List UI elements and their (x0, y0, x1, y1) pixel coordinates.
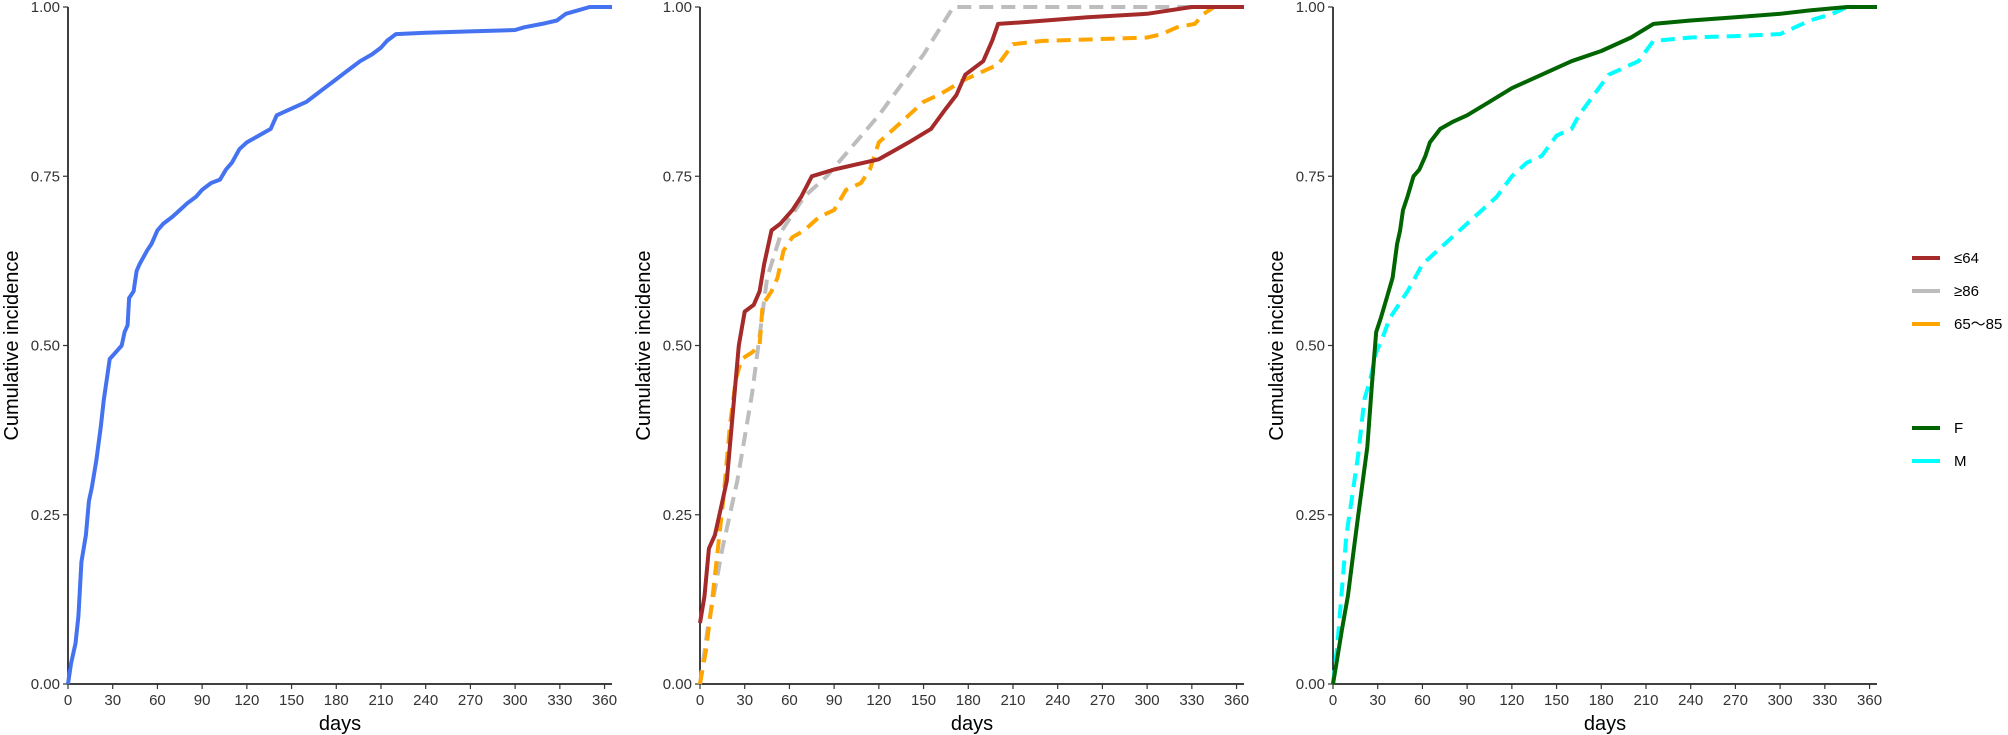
series-line-M (1331, 5, 1877, 685)
legend-label: ≥86 (1954, 283, 1979, 300)
x-tick-label: 210 (368, 692, 393, 709)
x-tick-label: 60 (781, 692, 798, 709)
x-tick-label: 270 (458, 692, 483, 709)
series-line-65～85 (698, 5, 1244, 685)
x-tick-label: 120 (234, 692, 259, 709)
x-axis-title: days (1584, 713, 1626, 735)
x-tick-label: 330 (1179, 692, 1204, 709)
x-tick-label: 30 (736, 692, 753, 709)
series-line-F (1331, 5, 1877, 685)
y-axis-title: Cumulative incidence (1, 250, 23, 440)
y-tick-label: 0.50 (31, 338, 60, 355)
legend-label: 65～85 (1954, 316, 2002, 333)
series-line-≥86 (698, 5, 1244, 685)
x-tick-label: 90 (1459, 692, 1476, 709)
x-tick-label: 270 (1090, 692, 1115, 709)
x-tick-label: 210 (1633, 692, 1658, 709)
x-tick-label: 240 (413, 692, 438, 709)
x-tick-label: 60 (1414, 692, 1431, 709)
y-tick-label: 1.00 (663, 0, 692, 16)
x-tick-label: 0 (64, 692, 72, 709)
x-tick-label: 240 (1678, 692, 1703, 709)
x-tick-label: 30 (1369, 692, 1386, 709)
y-tick-label: 0.75 (31, 168, 60, 185)
x-tick-label: 210 (1000, 692, 1025, 709)
x-tick-label: 60 (149, 692, 166, 709)
series-line-1 (66, 5, 612, 685)
y-axis-title: Cumulative incidence (633, 250, 655, 440)
y-tick-label: 0.75 (663, 168, 692, 185)
x-tick-label: 300 (503, 692, 528, 709)
chart-panel-1: 0.00 0.25 0.50 0.75 1.00 0 30 60 90 120 150 180 210 2… (1, 0, 617, 735)
y-tick-label: 0.00 (31, 676, 60, 693)
y-tick-label: 0.75 (1296, 168, 1325, 185)
y-tick-label: 1.00 (31, 0, 60, 16)
legend-label: M (1954, 453, 1967, 470)
y-tick-label: 0.50 (1296, 338, 1325, 355)
y-axis-title: Cumulative incidence (1266, 250, 1288, 440)
x-tick-label: 330 (547, 692, 572, 709)
chart-panel-2: 0.00 0.25 0.50 0.75 1.00 0 30 60 90 120 150 180 210 2… (633, 0, 1249, 735)
x-tick-label: 150 (279, 692, 304, 709)
y-tick-label: 0.25 (1296, 507, 1325, 524)
x-tick-label: 300 (1135, 692, 1160, 709)
x-tick-label: 360 (1224, 692, 1249, 709)
x-tick-label: 30 (104, 692, 121, 709)
x-axis-title: days (319, 713, 361, 735)
chart-panel-3: 0.00 0.25 0.50 0.75 1.00 0 30 60 90 120 150 180 210 2… (1266, 0, 1882, 735)
legend: ≤64 ≥86 65～85 FM (1912, 250, 2002, 470)
y-tick-label: 1.00 (1296, 0, 1325, 16)
x-tick-label: 0 (1329, 692, 1337, 709)
y-tick-label: 0.00 (1296, 676, 1325, 693)
legend-label: F (1954, 420, 1963, 437)
x-tick-label: 360 (592, 692, 617, 709)
x-tick-label: 330 (1812, 692, 1837, 709)
legend-label: ≤64 (1954, 250, 1979, 267)
x-tick-label: 120 (1499, 692, 1524, 709)
x-tick-label: 180 (324, 692, 349, 709)
y-tick-label: 0.00 (663, 676, 692, 693)
x-tick-label: 150 (911, 692, 936, 709)
x-tick-label: 180 (956, 692, 981, 709)
x-tick-label: 90 (826, 692, 843, 709)
x-tick-label: 180 (1589, 692, 1614, 709)
x-tick-label: 270 (1723, 692, 1748, 709)
x-tick-label: 150 (1544, 692, 1569, 709)
x-tick-label: 240 (1045, 692, 1070, 709)
x-axis-title: days (951, 713, 993, 735)
y-tick-label: 0.50 (663, 338, 692, 355)
y-tick-label: 0.25 (31, 507, 60, 524)
y-tick-label: 0.25 (663, 507, 692, 524)
x-tick-label: 0 (696, 692, 704, 709)
x-tick-label: 300 (1768, 692, 1793, 709)
x-tick-label: 120 (866, 692, 891, 709)
series-line-≤64 (698, 5, 1244, 624)
x-tick-label: 90 (194, 692, 211, 709)
x-tick-label: 360 (1857, 692, 1882, 709)
